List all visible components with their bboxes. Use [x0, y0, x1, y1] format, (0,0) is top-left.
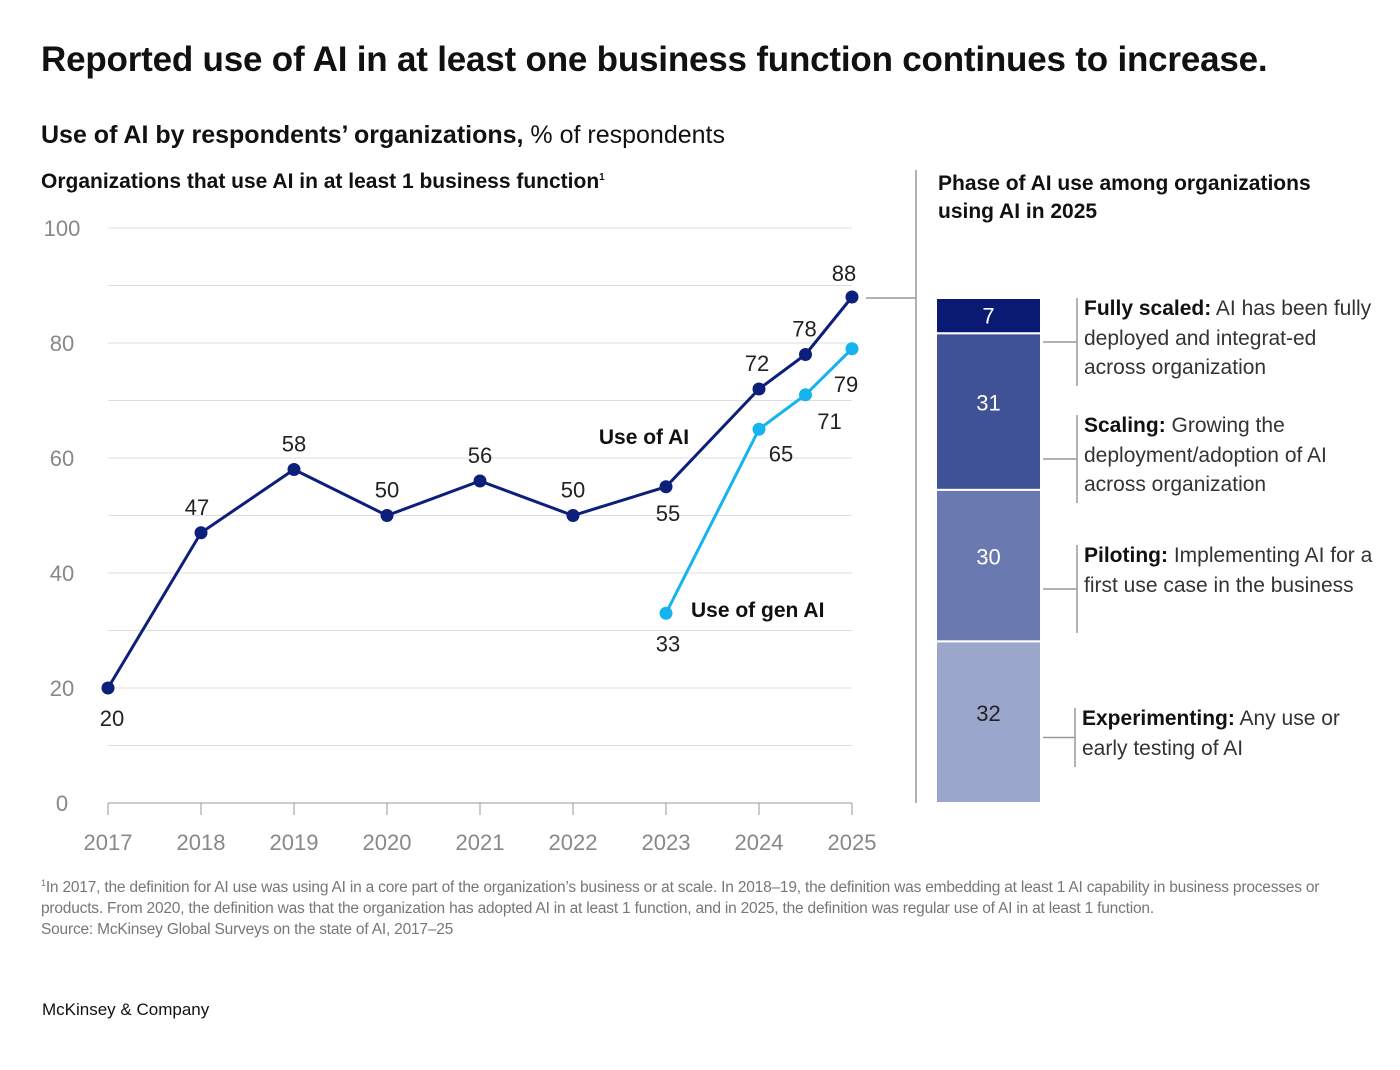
footnote-text: In 2017, the definition for AI use was u… — [41, 879, 1320, 918]
bar-segment — [935, 297, 1042, 335]
series-label-gen-ai: Use of gen AI — [691, 599, 824, 622]
subtitle-bold: Use of AI by respondents’ organizations, — [41, 121, 524, 149]
source-note: Source: McKinsey Global Surveys on the s… — [41, 921, 454, 939]
y-tick-label: 100 — [44, 216, 81, 241]
y-tick-label: 80 — [50, 331, 74, 356]
data-point — [845, 342, 859, 356]
data-point — [473, 474, 487, 488]
footnote-marker: 1 — [599, 172, 605, 183]
bar-chart-title: Phase of AI use among organizations usin… — [938, 172, 1311, 223]
x-tick-label: 2020 — [363, 830, 412, 855]
bar-segment-label: 30 — [976, 545, 1000, 570]
line-chart-title: Organizations that use AI in at least 1 … — [41, 170, 605, 194]
data-point — [380, 509, 394, 522]
subtitle-unit: % of respondents — [523, 121, 725, 149]
data-point — [752, 382, 766, 396]
annotation-label: Fully scaled: — [1084, 297, 1212, 320]
x-tick-label: 2021 — [456, 830, 505, 855]
data-label: 20 — [100, 706, 124, 731]
data-label: 56 — [468, 443, 492, 468]
data-point — [799, 348, 812, 361]
data-label: 71 — [817, 409, 841, 434]
data-label: 79 — [834, 372, 858, 397]
y-tick-label: 0 — [56, 791, 68, 816]
data-label: 58 — [282, 432, 306, 457]
annotation-label: Experimenting: — [1082, 707, 1235, 730]
page-title: Reported use of AI in at least one busin… — [41, 40, 1268, 79]
data-label: 50 — [561, 478, 585, 503]
footnote-marker: 1 — [41, 878, 46, 888]
x-tick-label: 2024 — [735, 830, 784, 855]
series-line-gen-ai — [664, 347, 854, 614]
chart-subtitle: Use of AI by respondents’ organizations,… — [41, 121, 725, 150]
data-label: 88 — [832, 261, 856, 286]
x-tick-label: 2017 — [84, 830, 133, 855]
data-point — [799, 388, 812, 402]
bar-annotation: Scaling: Growing the deployment/adoption… — [1080, 411, 1374, 500]
data-label: 55 — [656, 501, 680, 526]
bar-segment — [935, 332, 1042, 491]
data-point — [287, 463, 301, 476]
data-point — [566, 509, 580, 522]
data-point — [752, 422, 766, 436]
x-tick-label: 2025 — [828, 830, 877, 855]
data-point — [194, 526, 208, 540]
data-point — [845, 290, 859, 304]
annotation-label: Scaling: — [1084, 414, 1166, 437]
data-point — [101, 681, 115, 695]
bar-annotation: Experimenting: Any use or early testing … — [1078, 704, 1372, 763]
data-label: 65 — [769, 441, 793, 466]
x-tick-label: 2018 — [177, 830, 226, 855]
annotation-label: Piloting: — [1084, 544, 1168, 567]
data-label: 72 — [745, 351, 769, 376]
bar-annotation: Piloting: Implementing AI for a first us… — [1080, 541, 1374, 600]
data-point — [659, 480, 673, 494]
series-line-ai — [106, 296, 854, 689]
bar-segment — [935, 640, 1042, 805]
data-label: 33 — [656, 631, 680, 656]
y-tick-label: 60 — [50, 446, 74, 471]
x-tick-label: 2022 — [549, 830, 598, 855]
annotation-description: Implementing AI for a first use case in … — [1084, 544, 1373, 597]
data-point — [659, 606, 673, 620]
x-tick-label: 2023 — [642, 830, 691, 855]
data-label: 47 — [185, 495, 209, 520]
footnote: 1In 2017, the definition for AI use was … — [41, 873, 1331, 940]
annotation-description: Any use or early testing of AI — [1082, 707, 1340, 760]
line-chart-title-text: Organizations that use AI in at least 1 … — [41, 170, 600, 193]
bar-segment-label: 31 — [976, 391, 1000, 416]
x-tick-label: 2019 — [270, 830, 319, 855]
annotation-description: AI has been fully deployed and integrat-… — [1084, 297, 1372, 379]
brand-logo-text: McKinsey & Company — [42, 1000, 210, 1019]
y-tick-label: 20 — [50, 676, 74, 701]
data-label: 78 — [792, 317, 816, 342]
bar-segment — [935, 488, 1042, 643]
bar-segment-label: 7 — [982, 304, 994, 329]
annotation-description: Growing the deployment/adoption of AI ac… — [1084, 414, 1327, 496]
series-label-ai: Use of AI — [599, 426, 689, 449]
bar-annotation: Fully scaled: AI has been fully deployed… — [1080, 294, 1374, 383]
y-tick-label: 40 — [50, 561, 74, 586]
data-label: 50 — [375, 478, 399, 503]
bar-segment-label: 32 — [976, 701, 1000, 726]
